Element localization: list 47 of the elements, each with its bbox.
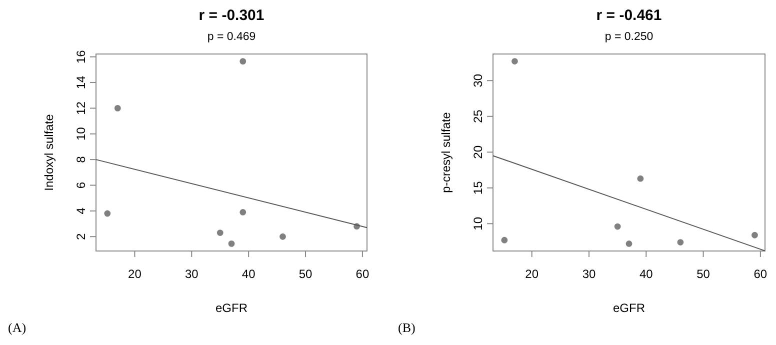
y-tick-label: 4 — [74, 207, 88, 214]
point — [114, 104, 121, 112]
x-tick-label: 50 — [696, 267, 710, 281]
y-tick-label: 10 — [471, 216, 485, 230]
y-tick-label: 8 — [74, 156, 88, 163]
x-tick-label: 30 — [582, 267, 596, 281]
x-tick-label: 40 — [242, 267, 256, 281]
point — [228, 240, 235, 247]
point — [626, 240, 632, 247]
point — [637, 175, 644, 182]
y-tick-label: 16 — [74, 50, 88, 64]
y-tick-label: 20 — [471, 145, 485, 159]
chart-title: r = -0.301 — [198, 7, 264, 24]
chart-subtitle: p = 0.250 — [604, 31, 654, 43]
x-axis-title: eGFR — [612, 301, 646, 315]
point — [280, 233, 286, 240]
x-tick-label: 20 — [128, 267, 142, 281]
y-tick-label: 12 — [74, 101, 88, 115]
x-tick-label: 50 — [298, 267, 313, 281]
y-tick-label: 10 — [74, 126, 88, 141]
point — [677, 239, 684, 246]
x-axis-title: eGFR — [215, 301, 248, 315]
x-tick-label: 60 — [754, 267, 768, 281]
point — [512, 58, 518, 64]
x-tick-label: 30 — [184, 267, 199, 281]
point — [216, 230, 224, 236]
y-tick-label: 14 — [74, 76, 88, 90]
text: (A) — [8, 320, 26, 335]
chart-title: r = -0.461 — [596, 7, 662, 24]
y-axis-title: p-cresyl sulfate — [439, 112, 453, 193]
y-tick-label: 30 — [471, 74, 485, 88]
y-axis-title: Indoxyl sulfate — [42, 114, 56, 191]
point — [501, 236, 508, 244]
x-tick-label: 40 — [639, 267, 654, 281]
x-tick-label: 60 — [356, 267, 370, 281]
point — [240, 58, 246, 65]
point — [614, 223, 621, 230]
y-tick-label: 15 — [471, 180, 485, 195]
point — [752, 232, 758, 238]
y-tick-label: 25 — [471, 109, 485, 124]
point — [240, 209, 246, 216]
x-tick-label: 20 — [525, 267, 539, 281]
y-tick-label: 6 — [74, 182, 88, 189]
chart-subtitle: p = 0.469 — [207, 31, 256, 43]
point — [104, 210, 111, 217]
text: (B) — [398, 320, 416, 335]
y-tick-label: 2 — [74, 232, 88, 240]
